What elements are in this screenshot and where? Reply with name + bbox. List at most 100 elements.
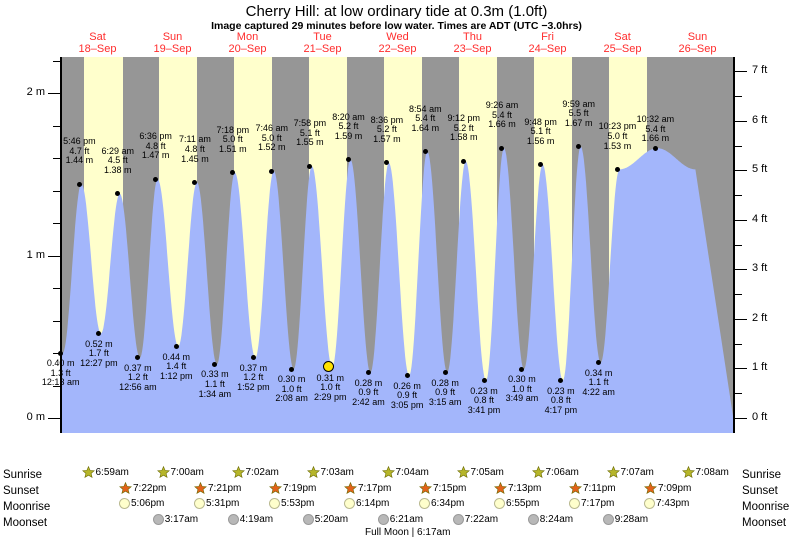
day-of-week: Sat: [89, 31, 106, 43]
sunrise-time: 7:04am: [395, 467, 429, 478]
axis-tick-right: [735, 219, 747, 221]
low-tide-label: 0.33 m 1.1 ft 1:34 am: [185, 370, 245, 399]
moonrise-event: 7:43pm: [644, 498, 689, 509]
moonrise-time: 6:14pm: [356, 498, 390, 509]
tide-ft: 4.8 ft: [184, 143, 205, 154]
moonset-time: 5:20am: [314, 514, 349, 525]
tide-ft: 5.2 ft: [453, 122, 474, 133]
axis-tick-right: [735, 145, 742, 147]
moonset-circle-icon: [227, 514, 239, 525]
moonset-event: 3:17am: [152, 514, 198, 525]
day-of-week: Fri: [541, 31, 554, 43]
axis-label-right-2: 5 ft: [752, 163, 768, 176]
tide-time: 9:26 am: [485, 100, 519, 111]
moonset-circle-icon: [377, 514, 389, 525]
tide-ft: 0.9 ft: [397, 390, 418, 401]
axis-tick-right: [735, 120, 747, 122]
sunset-star-icon: [494, 482, 507, 495]
low-tide-label: 0.34 m 1.1 ft 4:22 am: [569, 367, 629, 398]
axis-tick-right: [735, 96, 742, 98]
sunset-time: 7:13pm: [508, 483, 542, 494]
tide-ft: 0.9 ft: [358, 387, 379, 398]
axis-tick-right: [735, 195, 742, 197]
tide-time: 8:36 pm: [370, 114, 404, 125]
day-header-5: Thu 23–Sep: [433, 31, 513, 55]
axis-label-left-1: 1 m: [26, 248, 45, 261]
sunset-star-icon: [419, 482, 432, 495]
high-tide-label: 9:48 pm 5.1 ft 1.56 m: [511, 117, 571, 147]
moonrise-row-label-right: Moonrise: [742, 501, 790, 513]
day-header-6: Fri 24–Sep: [508, 31, 588, 55]
sunset-row-label-right: Sunset: [742, 485, 778, 497]
low-tide-label: 0.31 m 1.0 ft 2:29 pm: [300, 373, 360, 403]
sunset-event: 7:13pm: [494, 482, 541, 495]
tide-m: 0.37 m: [124, 362, 152, 373]
tide-ft: 4.8 ft: [145, 140, 166, 151]
high-tide-label: 9:59 am 5.5 ft 1.67 m: [549, 99, 609, 129]
tide-ft: 5.2 ft: [338, 121, 359, 132]
tide-time: 1:52 pm: [237, 382, 270, 393]
tide-m: 1.51 m: [219, 143, 247, 154]
day-header-7: Sat 25–Sep: [583, 31, 663, 55]
tide-time: 6:29 am: [101, 145, 135, 156]
moonrise-time: 5:53pm: [281, 498, 315, 509]
sunset-row-label-left: Sunset: [3, 485, 39, 497]
tide-ft: 1.7 ft: [88, 348, 109, 359]
day-header-8: Sun 26–Sep: [658, 31, 738, 55]
sunrise-event: 7:06am: [531, 466, 579, 479]
tide-point-dot: [115, 191, 121, 197]
tide-point-dot: [422, 149, 428, 154]
tide-ft: 5.4 ft: [491, 109, 512, 120]
tide-point-dot: [442, 370, 448, 375]
low-tide-label: 0.28 m 0.9 ft 2:42 am: [338, 377, 398, 408]
sunrise-event: 7:03am: [306, 466, 354, 479]
high-tide-label: 10:23 pm 5.0 ft 1.53 m: [587, 122, 647, 151]
tide-point-dot: [212, 361, 218, 367]
tide-m: 0.34 m: [584, 367, 613, 378]
low-tide-label: 0.30 m 1.0 ft 3:49 am: [492, 375, 552, 404]
sunrise-time: 7:06am: [545, 467, 579, 478]
tide-ft: 1.2 ft: [127, 372, 148, 383]
tide-ft: 5.4 ft: [415, 113, 436, 124]
tide-ft: 5.0 ft: [607, 130, 628, 141]
moonset-event: 9:28am: [602, 514, 648, 525]
sunset-event: 7:17pm: [344, 482, 391, 495]
sunrise-time: 6:59am: [95, 467, 129, 478]
tide-curve: [62, 146, 733, 433]
tide-m: 0.28 m: [354, 377, 383, 388]
tide-point-dot: [76, 181, 82, 187]
day-header-2: Mon 20–Sep: [208, 31, 288, 55]
tide-m: 1.52 m: [258, 142, 286, 153]
day-date: 19–Sep: [153, 43, 192, 55]
tide-plot: [60, 57, 735, 433]
sunrise-event: 7:00am: [156, 466, 204, 479]
tide-time: 5:46 pm: [63, 136, 96, 146]
tide-point-dot: [384, 160, 390, 166]
tide-point-dot: [538, 162, 544, 167]
day-of-week: Sun: [162, 31, 183, 43]
axis-tick-left: [53, 190, 60, 192]
tide-point-dot: [192, 179, 198, 185]
tide-time: 10:32 am: [636, 114, 675, 125]
tide-ft: 1.1 ft: [204, 378, 225, 389]
axis-tick-left: [48, 418, 60, 419]
moonrise-circle-icon: [419, 498, 430, 509]
high-tide-label: 10:32 am 5.4 ft 1.66 m: [625, 115, 685, 144]
sunrise-time: 7:05am: [470, 467, 504, 478]
moonrise-time: 6:55pm: [506, 498, 540, 509]
moonset-time: 4:19am: [239, 514, 274, 525]
tide-point-dot: [461, 158, 467, 164]
tide-time: 7:58 pm: [293, 118, 327, 129]
tide-time: 3:41 pm: [467, 404, 501, 415]
moonset-circle-icon: [452, 514, 464, 525]
tide-ft: 1.0 ft: [281, 383, 302, 394]
high-tide-label: 8:20 am 5.2 ft 1.59 m: [319, 112, 379, 142]
sunrise-time: 7:02am: [245, 467, 279, 478]
sunset-time: 7:19pm: [283, 483, 317, 494]
day-date: 20–Sep: [228, 43, 267, 55]
moonset-row-label-left: Moonset: [3, 517, 48, 529]
sunrise-row-label-right: Sunrise: [742, 469, 781, 481]
axis-tick-left: [53, 320, 60, 322]
axis-tick-right: [735, 294, 742, 296]
tide-time: 8:54 am: [409, 103, 442, 114]
